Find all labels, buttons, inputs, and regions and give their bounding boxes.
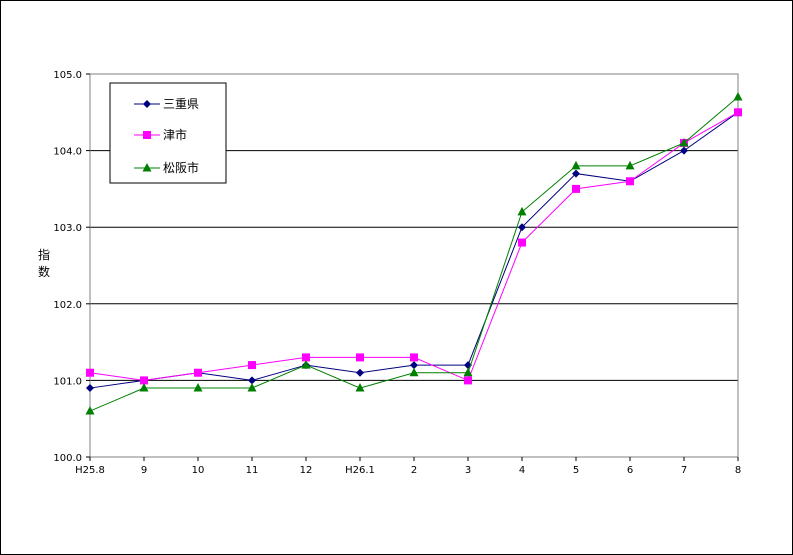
legend-marker — [143, 100, 151, 108]
data-point — [356, 368, 364, 377]
data-point — [625, 160, 635, 170]
data-point — [572, 184, 580, 193]
data-point — [193, 383, 203, 392]
series-group — [85, 91, 743, 415]
data-point — [410, 353, 418, 362]
legend-label: 松阪市 — [163, 160, 199, 175]
data-point — [518, 238, 526, 247]
data-point — [734, 108, 742, 117]
data-point — [518, 223, 526, 232]
data-point — [85, 406, 95, 415]
x-tick-label: 3 — [465, 465, 471, 476]
data-point — [463, 367, 473, 377]
data-point — [626, 177, 634, 186]
legend-label: 津市 — [163, 127, 187, 142]
data-point — [572, 169, 580, 178]
y-tick-label: 103.0 — [53, 223, 82, 234]
data-point — [139, 383, 149, 392]
x-tick-label: H26.1 — [345, 465, 375, 476]
data-point — [733, 91, 743, 101]
y-tick-label: 104.0 — [53, 147, 82, 158]
x-tick-label: 5 — [573, 465, 579, 476]
data-point — [355, 383, 365, 392]
data-point — [410, 361, 418, 370]
series-3 — [85, 91, 743, 415]
data-point — [356, 353, 364, 362]
y-axis-label-char-1: 指 — [38, 247, 50, 262]
data-point — [517, 206, 527, 216]
legend-marker — [142, 163, 152, 172]
data-point — [248, 376, 256, 385]
y-tick-label: 101.0 — [53, 376, 82, 387]
y-tick-label: 100.0 — [53, 453, 82, 464]
data-point — [194, 368, 202, 377]
gridlines — [90, 150, 738, 381]
legend-item: 松阪市 — [134, 160, 199, 175]
legend-item: 津市 — [134, 127, 187, 142]
x-tick-label: 6 — [627, 465, 633, 476]
x-tick-label: 11 — [246, 465, 259, 476]
data-point — [680, 146, 688, 155]
data-point — [140, 376, 148, 385]
data-point — [247, 383, 257, 392]
data-point — [86, 368, 94, 377]
data-point — [301, 360, 311, 369]
data-point — [248, 361, 256, 370]
legend-box — [109, 82, 227, 184]
x-tick-label: 9 — [141, 465, 147, 476]
data-point — [302, 353, 310, 362]
y-tick-label: 102.0 — [53, 300, 82, 311]
y-tick-label: 105.0 — [53, 70, 82, 81]
y-axis-ticks: 100.0 101.0 102.0 103.0 104.0 105.0 — [53, 70, 90, 464]
x-tick-label: H25.8 — [75, 465, 105, 476]
data-point — [571, 160, 581, 170]
x-tick-label: 12 — [300, 465, 313, 476]
legend-label: 三重県 — [163, 97, 199, 111]
data-point — [679, 137, 689, 147]
y-axis-label-char-2: 数 — [38, 264, 50, 279]
x-tick-label: 2 — [411, 465, 417, 476]
data-point — [409, 367, 419, 377]
x-tick-label: 4 — [519, 465, 525, 476]
data-point — [464, 376, 472, 385]
legend-item: 三重県 — [134, 97, 199, 111]
data-point — [86, 384, 94, 393]
x-tick-label: 7 — [681, 465, 687, 476]
x-tick-label: 10 — [192, 465, 205, 476]
legend-marker — [143, 131, 151, 139]
x-axis-ticks: H25.8 9 10 11 12 H26.1 2 3 4 5 6 7 8 — [75, 457, 741, 476]
x-tick-label: 8 — [735, 465, 741, 476]
